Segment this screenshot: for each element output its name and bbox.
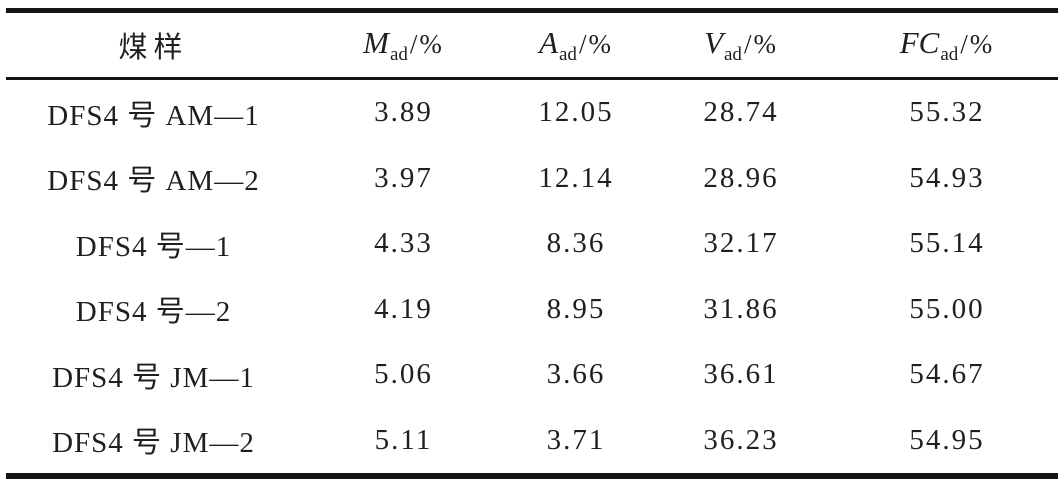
ad-subscript: ad: [559, 43, 577, 65]
percent-unit: /%: [578, 28, 613, 59]
table-row: DFS4 号 AM—1 3.89 12.05 28.74 55.32: [6, 80, 1058, 146]
table-row: DFS4 号 JM—1 5.06 3.66 36.61 54.67: [6, 342, 1058, 408]
vad-value-cell: 28.74: [703, 96, 779, 129]
ad-subscript: ad: [940, 43, 959, 65]
table-header-row: 煤样 Mad/% Aad/% Vad/% FCad/%: [6, 13, 1058, 80]
aad-value-cell: 12.14: [538, 161, 614, 194]
column-header-aad: Aad/%: [506, 25, 646, 66]
fc-symbol: FC: [899, 24, 940, 60]
mad-value-cell: 5.06: [374, 358, 433, 391]
sample-name-cell: DFS4 号—2: [75, 296, 232, 329]
mad-value-cell: 4.33: [374, 227, 433, 260]
table-row: DFS4 号 AM—2 3.97 12.14 28.96 54.93: [6, 146, 1058, 212]
column-header-mad: Mad/%: [301, 25, 506, 66]
mad-value-cell: 5.11: [374, 423, 433, 456]
percent-unit: /%: [409, 28, 444, 59]
vad-value-cell: 36.23: [703, 423, 779, 456]
column-header-sample: 煤样: [118, 32, 189, 64]
fcad-value-cell: 54.67: [909, 358, 985, 391]
fcad-value-cell: 55.32: [909, 96, 985, 129]
vad-value-cell: 31.86: [703, 292, 779, 325]
percent-unit: /%: [960, 28, 995, 59]
sample-name-cell: DFS4 号 JM—2: [52, 427, 255, 460]
sample-name-cell: DFS4 号 JM—1: [52, 361, 255, 394]
mad-value-cell: 3.89: [374, 96, 433, 129]
ad-subscript: ad: [389, 43, 408, 65]
table-row: DFS4 号—1 4.33 8.36 32.17 55.14: [6, 211, 1058, 277]
column-header-vad: Vad/%: [646, 25, 836, 66]
ad-subscript: ad: [724, 43, 742, 65]
aad-value-cell: 8.36: [546, 227, 606, 260]
a-symbol: A: [539, 24, 558, 60]
vad-value-cell: 36.61: [703, 358, 779, 391]
fcad-value-cell: 55.14: [909, 227, 985, 260]
table-row: DFS4 号—2 4.19 8.95 31.86 55.00: [6, 277, 1058, 343]
percent-unit: /%: [743, 28, 778, 59]
fcad-value-cell: 54.95: [909, 423, 985, 456]
mad-value-cell: 3.97: [374, 161, 433, 194]
sample-name-cell: DFS4 号 AM—1: [47, 99, 260, 132]
aad-value-cell: 8.95: [546, 292, 606, 325]
coal-proximate-analysis-table: 煤样 Mad/% Aad/% Vad/% FCad/% DFS4 号 AM—1 …: [6, 8, 1058, 479]
aad-value-cell: 12.05: [538, 96, 614, 129]
vad-value-cell: 28.96: [703, 161, 779, 194]
column-header-fcad: FCad/%: [836, 25, 1058, 66]
aad-value-cell: 3.71: [546, 423, 606, 456]
sample-name-cell: DFS4 号 AM—2: [47, 165, 260, 198]
fcad-value-cell: 54.93: [909, 161, 985, 194]
v-symbol: V: [704, 24, 723, 60]
table-row: DFS4 号 JM—2 5.11 3.71 36.23 54.95: [6, 408, 1058, 474]
m-symbol: M: [363, 24, 389, 60]
vad-value-cell: 32.17: [703, 227, 779, 260]
aad-value-cell: 3.66: [546, 358, 606, 391]
mad-value-cell: 4.19: [374, 292, 433, 325]
sample-name-cell: DFS4 号—1: [75, 230, 232, 263]
fcad-value-cell: 55.00: [909, 292, 985, 325]
